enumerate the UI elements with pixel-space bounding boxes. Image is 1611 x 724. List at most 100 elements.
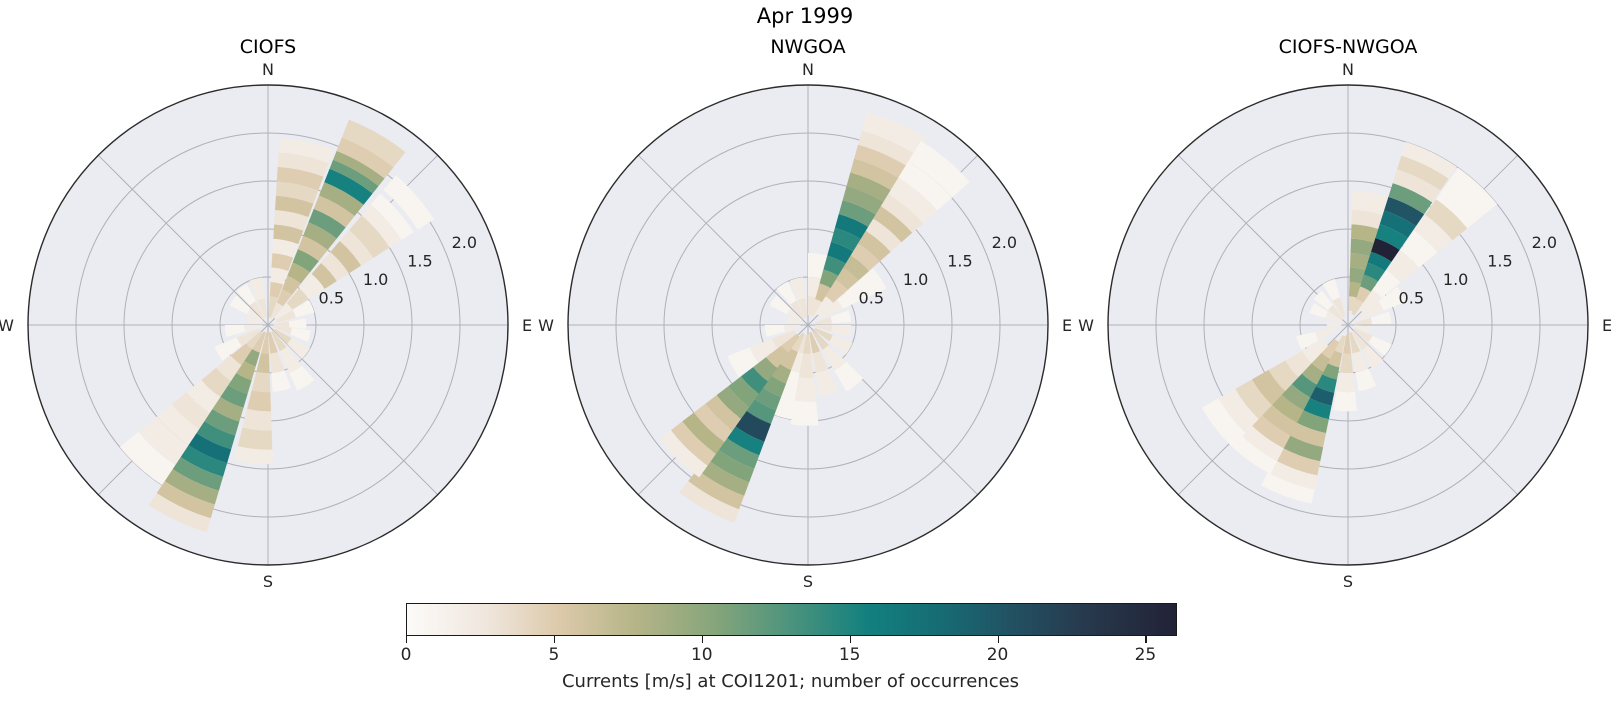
petal-segment [1355,368,1377,392]
petal-segment [854,144,909,180]
petal-segment [1350,238,1375,257]
petal-segment [815,368,839,397]
petal-segment [320,252,349,282]
petal-segment [827,241,855,265]
colorbar-tick-mark [406,635,408,643]
petal-segment [257,298,268,318]
petal-segment [1447,167,1498,217]
petal-segment [858,230,891,262]
petal-segment [333,150,385,187]
petal-segment [252,331,266,353]
petal-segment [865,218,902,252]
petal-segment [716,386,750,419]
petal-segment [1274,447,1321,476]
radial-tick-label: 1.5 [947,252,972,271]
petal-segment [214,337,242,361]
petal-segment [246,308,264,322]
petal-segment [1308,385,1335,406]
petal-segment [299,273,325,300]
petal-segment [778,347,798,370]
compass-label-n: N [262,60,274,79]
petal-segment [273,328,292,345]
petal-segment [858,130,917,168]
petal-segment [688,469,745,510]
petal-segment [1351,299,1364,316]
petal-segment [794,376,817,402]
colorbar-axis-label: Currents [m/s] at COI1201; number of occ… [561,671,1020,692]
colorbar-tick-label: 0 [400,645,412,665]
grid-spoke [637,154,809,326]
axis-labels: N E S W 0.5 1.0 1.5 2.0 [0,60,532,591]
colorbar-tick-label: 15 [838,645,861,665]
petal-segment [834,213,870,240]
petal-segment [212,397,244,422]
petal-segment [786,308,803,322]
petal-segment [1267,459,1318,490]
compass-label-n: N [802,60,814,79]
petal-segment [244,325,263,332]
colorbar-tick-mark [849,635,851,643]
petal-segment [1368,335,1392,356]
petal-segment [822,345,846,371]
petal-segment [271,330,287,352]
petal-segment [271,370,291,393]
petal-segment [679,481,740,523]
petal-segment [696,458,750,496]
petal-segment [753,357,778,382]
petal-segment [831,227,863,253]
colorbar [406,603,1177,636]
petal-segment [272,238,299,258]
petal-segment [1351,330,1369,351]
grid-spoke [97,154,269,326]
rose-petals [119,119,434,533]
petal-segment [825,279,848,303]
petal-segment [274,210,309,231]
petal-segment [714,435,760,469]
axes-outline [567,84,1049,566]
petal-segment [1281,434,1324,462]
petal-segment [855,268,887,299]
petal-segment [1354,325,1372,333]
petal-segment [1363,262,1385,282]
petal-segment [313,195,355,228]
radial-tick-label: 0.5 [319,288,344,307]
petal-segment [830,310,852,324]
petal-segment [727,347,759,377]
petal-segment [1270,393,1304,423]
petal-segment [247,316,263,325]
petal-segment [1425,199,1468,241]
petal-segment [843,255,870,281]
radial-tick-label: 1.0 [1443,270,1468,289]
petal-segment [766,345,789,368]
petal-segment [1322,278,1341,301]
petal-segment [1352,351,1369,373]
petal-segment [1372,269,1401,298]
petal-segment [1309,303,1328,318]
petal-segment [308,208,346,239]
petal-segment [823,255,847,277]
compass-label-s: S [803,572,813,591]
petal-segment [670,421,717,466]
petal-segment [1359,289,1382,313]
petal-segment [1290,372,1317,398]
petal-segment [303,222,337,250]
petal-segment [292,300,315,318]
radial-tick-label: 1.0 [903,270,928,289]
petal-segment [286,288,309,310]
petal-segment [269,281,284,299]
petal-segment [693,403,733,443]
petal-segment [1436,183,1483,229]
petal-segment [270,302,283,319]
petal-segment [249,277,265,301]
petal-segment [1315,327,1338,341]
petal-segment [846,172,894,204]
colorbar-tick-mark [997,635,999,643]
petal-segment [1379,210,1416,238]
petal-segment [1349,331,1361,354]
petal-segment [1375,224,1408,250]
petal-segment [273,224,304,245]
petal-segment [290,327,311,342]
petal-segment [1302,397,1332,420]
petal-segment [850,243,880,271]
petal-segment [164,469,219,505]
